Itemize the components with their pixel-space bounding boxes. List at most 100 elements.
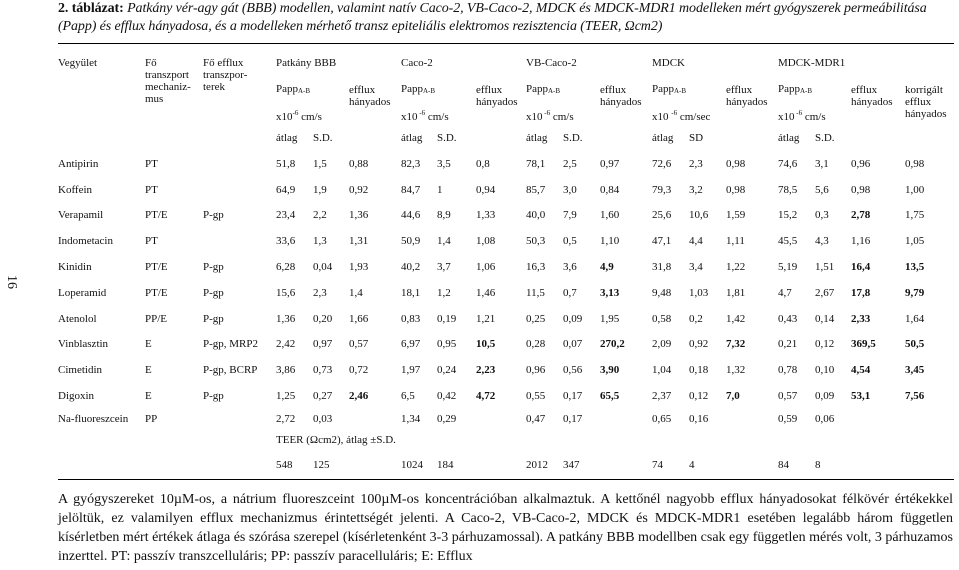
value-cell: 0,12 — [815, 338, 835, 350]
value-cell: 85,7 — [526, 184, 546, 196]
value-cell: 18,1 — [401, 287, 421, 299]
value-cell: 0,55 — [526, 390, 546, 402]
table-top-rule — [58, 43, 954, 44]
value-cell: 1,11 — [726, 235, 745, 247]
drug-name: Indometacin — [58, 235, 113, 247]
value-cell: 7,56 — [905, 390, 925, 402]
value-cell: 0,78 — [778, 364, 798, 376]
header-sd: S.D. — [313, 132, 333, 144]
value-cell: 72,6 — [652, 158, 672, 170]
value-cell: 4,72 — [476, 390, 496, 402]
value-cell: 4,7 — [778, 287, 792, 299]
value-cell: 17,8 — [851, 287, 871, 299]
value-cell: 2,42 — [276, 338, 296, 350]
value-cell: 1,97 — [401, 364, 421, 376]
drug-name: Na-fluoreszcein — [58, 413, 129, 425]
value-cell: 0,06 — [815, 413, 835, 425]
header-mean: átlag — [276, 132, 298, 144]
value-cell: 0,65 — [652, 413, 672, 425]
header-efflux-ratio: efflux — [600, 84, 627, 96]
value-cell: 0,72 — [349, 364, 369, 376]
value-cell: 1,95 — [600, 313, 620, 325]
value-cell: 40,2 — [401, 261, 421, 273]
transport-mechanism: PT/E — [145, 261, 168, 273]
value-cell: 40,0 — [526, 209, 546, 221]
value-cell: 4,3 — [815, 235, 829, 247]
table-row: Antipirin PT 51,8 1,5 0,88 82,3 3,5 0,8 78,1 2,5 0… — [0, 158, 959, 172]
value-cell: 0,3 — [815, 209, 829, 221]
value-cell: 2,67 — [815, 287, 835, 299]
header-efflux-ratio: hányados — [476, 96, 518, 108]
table-row: Verapamil PT/E P-gp 23,4 2,2 1,36 44,6 8,9 1,33 4… — [0, 209, 959, 223]
value-cell: 0,17 — [563, 390, 583, 402]
table-notes: A gyógyszereket 10µM-os, a nátrium fluor… — [58, 492, 953, 564]
efflux-transporter: P-gp, BCRP — [203, 364, 258, 376]
transport-mechanism: PT/E — [145, 287, 168, 299]
value-cell: 0,88 — [349, 158, 369, 170]
table-row: Na-fluoreszcein PP 2,72 0,03 1,34 0,29 0,47 0,1… — [0, 413, 959, 427]
transport-mechanism: PT — [145, 235, 158, 247]
value-cell: 0,43 — [778, 313, 798, 325]
value-cell: 3,45 — [905, 364, 925, 376]
value-cell: 0,42 — [437, 390, 457, 402]
value-cell: 0,09 — [815, 390, 835, 402]
teer-value: 548 — [276, 459, 293, 471]
value-cell: 10,6 — [689, 209, 709, 221]
header-model-group: MDCK — [652, 57, 686, 69]
value-cell: 0,14 — [815, 313, 835, 325]
table-row: Koffein PT 64,9 1,9 0,92 84,7 1 0,94 85,7 3,0 0,84… — [0, 184, 959, 198]
value-cell: 5,6 — [815, 184, 829, 196]
value-cell: 1,5 — [313, 158, 327, 170]
header-mean: átlag — [401, 132, 423, 144]
value-cell: 0,96 — [851, 158, 871, 170]
table-row: Loperamid PT/E P-gp 15,6 2,3 1,4 18,1 1,2 1,46 11… — [0, 287, 959, 301]
header-efflux-ratio: efflux — [851, 84, 878, 96]
value-cell: 15,6 — [276, 287, 296, 299]
value-cell: 2,09 — [652, 338, 672, 350]
value-cell: 1,04 — [652, 364, 672, 376]
value-cell: 1,10 — [600, 235, 620, 247]
value-cell: 33,6 — [276, 235, 296, 247]
value-cell: 2,3 — [313, 287, 327, 299]
caption-lead: 2. táblázat: — [58, 1, 124, 16]
value-cell: 1,9 — [313, 184, 327, 196]
caption-text: Patkány vér-agy gát (BBB) modellen, vala… — [58, 1, 927, 34]
value-cell: 1,3 — [313, 235, 327, 247]
drug-name: Kinidin — [58, 261, 92, 273]
value-cell: 1,36 — [276, 313, 296, 325]
teer-value: 84 — [778, 459, 789, 471]
header-papp-unit: x10 -6 cm/s — [778, 109, 826, 123]
value-cell: 0,92 — [689, 338, 709, 350]
header-mean: átlag — [526, 132, 548, 144]
value-cell: 4,4 — [689, 235, 703, 247]
header-efflux-ratio: hányados — [349, 96, 391, 108]
efflux-transporter: P-gp — [203, 261, 224, 273]
table-row: Atenolol PP/E P-gp 1,36 0,20 1,66 0,83 0,19 1,21… — [0, 313, 959, 327]
header-papp-unit: x10 -6 cm/s — [526, 109, 574, 123]
value-cell: 1,03 — [689, 287, 709, 299]
value-cell: 16,3 — [526, 261, 546, 273]
value-cell: 0,58 — [652, 313, 672, 325]
drug-name: Vinblasztin — [58, 338, 109, 350]
value-cell: 0,57 — [778, 390, 798, 402]
value-cell: 0,27 — [313, 390, 333, 402]
value-cell: 1,05 — [905, 235, 925, 247]
teer-value: 347 — [563, 459, 580, 471]
value-cell: 84,7 — [401, 184, 421, 196]
value-cell: 4,54 — [851, 364, 871, 376]
header-mean: átlag — [778, 132, 800, 144]
value-cell: 13,5 — [905, 261, 925, 273]
value-cell: 0,96 — [526, 364, 546, 376]
value-cell: 1,46 — [476, 287, 496, 299]
header-efflux-ratio: efflux — [476, 84, 503, 96]
header-sd: S.D. — [815, 132, 835, 144]
value-cell: 2,46 — [349, 390, 369, 402]
table-bottom-rule — [58, 479, 954, 480]
value-cell: 1,64 — [905, 313, 925, 325]
value-cell: 0,17 — [563, 413, 583, 425]
value-cell: 1,21 — [476, 313, 496, 325]
value-cell: 2,72 — [276, 413, 296, 425]
table-row: Indometacin PT 33,6 1,3 1,31 50,9 1,4 1,08 50,3 0… — [0, 235, 959, 249]
value-cell: 1 — [437, 184, 443, 196]
header-papp: PappA-B — [526, 83, 561, 95]
